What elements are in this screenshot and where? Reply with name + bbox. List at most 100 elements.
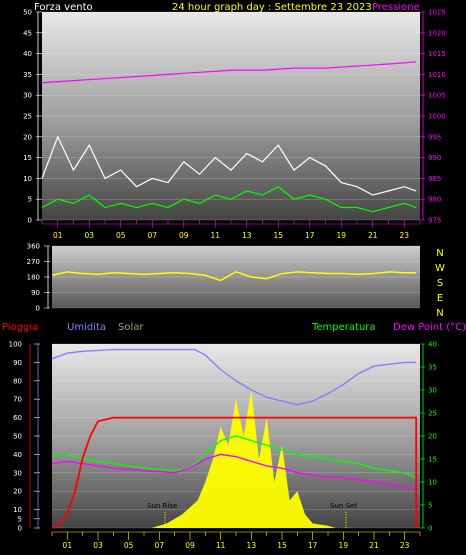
left-tick-label: 0	[36, 305, 40, 313]
pressure-axis-right: 975 980 985 990 995 1000 1005 1010 1015 1020 1025	[420, 9, 446, 225]
right-tick-label: 985	[428, 175, 441, 183]
left-tick-label: 50	[13, 433, 22, 441]
right-tick-label: 30	[428, 387, 437, 395]
chart-title: 24 hour graph day : Settembre 23 2023	[172, 2, 372, 13]
legend-temperature: Temperatura	[311, 322, 376, 333]
left-tick-label: 5	[28, 196, 32, 204]
left-tick-label: 10	[13, 506, 22, 514]
left-tick-label: 100	[9, 341, 22, 349]
left-tick-label: 15	[23, 154, 32, 162]
left-tick-label: 40	[13, 451, 22, 459]
left-tick-label: 25	[23, 113, 32, 121]
x-tick-label: 19	[339, 541, 349, 550]
wind-avg-line	[41, 186, 417, 213]
x-tick-label: 05	[116, 231, 126, 240]
right-tick-label: 35	[428, 364, 437, 372]
x-tick-label: 13	[247, 541, 257, 550]
x-tick-label: 11	[216, 541, 226, 550]
left-tick-label: 45	[23, 29, 32, 37]
right-tick-label: 20	[428, 433, 437, 441]
x-tick-label: 23	[400, 541, 410, 550]
x-tick-label: 01	[63, 541, 73, 550]
left-tick-label: 180	[27, 274, 40, 282]
compass-label: S	[437, 278, 443, 289]
wind-gust-line	[41, 135, 417, 196]
left-tick-label: 0	[18, 525, 22, 533]
left-tick-label: 90	[13, 359, 22, 367]
left-tick-label: 5	[18, 515, 22, 523]
compass-label: N	[436, 248, 443, 259]
x-tick-label: 03	[93, 541, 103, 550]
x-tick-label: 17	[305, 231, 315, 240]
legend-solar: Solar	[118, 322, 144, 333]
legend-rain: Pioggia	[2, 322, 38, 333]
x-tick-label: 19	[336, 231, 346, 240]
rain-line	[51, 416, 418, 529]
temperature-line	[52, 435, 417, 479]
x-tick-label: 09	[179, 231, 189, 240]
climate-axis-left: 0 510 20 30 40 50 60 70 80 90 100	[9, 341, 40, 533]
right-tick-label: 40	[428, 341, 437, 349]
right-tick-label: 25	[428, 410, 437, 418]
right-tick-label: 995	[428, 133, 441, 141]
wind-series	[41, 61, 417, 213]
climate-x-axis: 01 03 05 07 09 11 13 15 17 19 21 23	[51, 531, 421, 550]
left-tick-label: 360	[27, 243, 40, 251]
sun-set-label: Sun Set	[330, 502, 357, 510]
right-tick-label: 990	[428, 154, 441, 162]
sun-rise-label: Sun Rise	[147, 502, 177, 510]
right-tick-label: 10	[428, 479, 437, 487]
wind-axis-left: 0 5 10 15 20 25 30 35 40 45 50	[23, 9, 42, 225]
compass-label: E	[437, 293, 443, 304]
pressure-label: Pressione	[372, 2, 420, 13]
x-tick-label: 09	[185, 541, 195, 550]
left-tick-label: 10	[23, 175, 32, 183]
left-tick-label: 20	[23, 133, 32, 141]
x-tick-label: 03	[84, 231, 94, 240]
right-tick-label: 1025	[428, 9, 446, 17]
wind-panel	[42, 12, 420, 220]
right-tick-label: 975	[428, 217, 441, 225]
direction-axis-left: 0 90 180 270 360	[27, 243, 50, 313]
left-tick-label: 30	[23, 92, 32, 100]
left-tick-label: 270	[27, 258, 40, 266]
x-tick-label: 05	[124, 541, 134, 550]
wind-label: Forza vento	[34, 2, 93, 13]
wind-x-axis: 01 03 05 07 09 11 13 15 17 19 21 23	[41, 220, 421, 240]
climate-series	[51, 348, 418, 529]
pressure-line	[41, 61, 417, 84]
left-tick-label: 80	[13, 377, 22, 385]
x-tick-label: 07	[155, 541, 165, 550]
left-tick-label: 70	[13, 396, 22, 404]
left-tick-label: 50	[23, 9, 32, 17]
x-tick-label: 17	[308, 541, 318, 550]
right-tick-label: 5	[428, 502, 432, 510]
right-tick-label: 980	[428, 196, 441, 204]
humidity-line	[51, 348, 417, 406]
right-tick-label: 15	[428, 456, 437, 464]
right-tick-label: 0	[428, 525, 432, 533]
left-tick-label: 20	[13, 488, 22, 496]
x-tick-label: 07	[147, 231, 157, 240]
right-tick-label: 1015	[428, 50, 446, 58]
x-tick-label: 13	[242, 231, 252, 240]
wind-direction-line	[51, 271, 417, 282]
x-tick-label: 21	[369, 541, 379, 550]
direction-panel	[52, 246, 420, 308]
legend-dewpoint: Dew Point (°C)	[393, 322, 466, 333]
climate-axis-right: 0 5 10 15 20 25 30 35 40	[420, 341, 437, 533]
x-tick-label: 01	[53, 231, 63, 240]
left-tick-label: 30	[13, 469, 22, 477]
x-tick-label: 15	[273, 231, 283, 240]
right-tick-label: 1020	[428, 29, 446, 37]
compass-label: N	[436, 308, 443, 319]
x-tick-label: 21	[368, 231, 378, 240]
solar-area	[52, 390, 417, 528]
legend-humidity: Umidita	[67, 322, 106, 333]
right-tick-label: 1005	[428, 92, 446, 100]
x-tick-label: 23	[399, 231, 409, 240]
compass-label: W	[435, 263, 445, 274]
right-tick-label: 1010	[428, 71, 446, 79]
left-tick-label: 0	[28, 217, 32, 225]
